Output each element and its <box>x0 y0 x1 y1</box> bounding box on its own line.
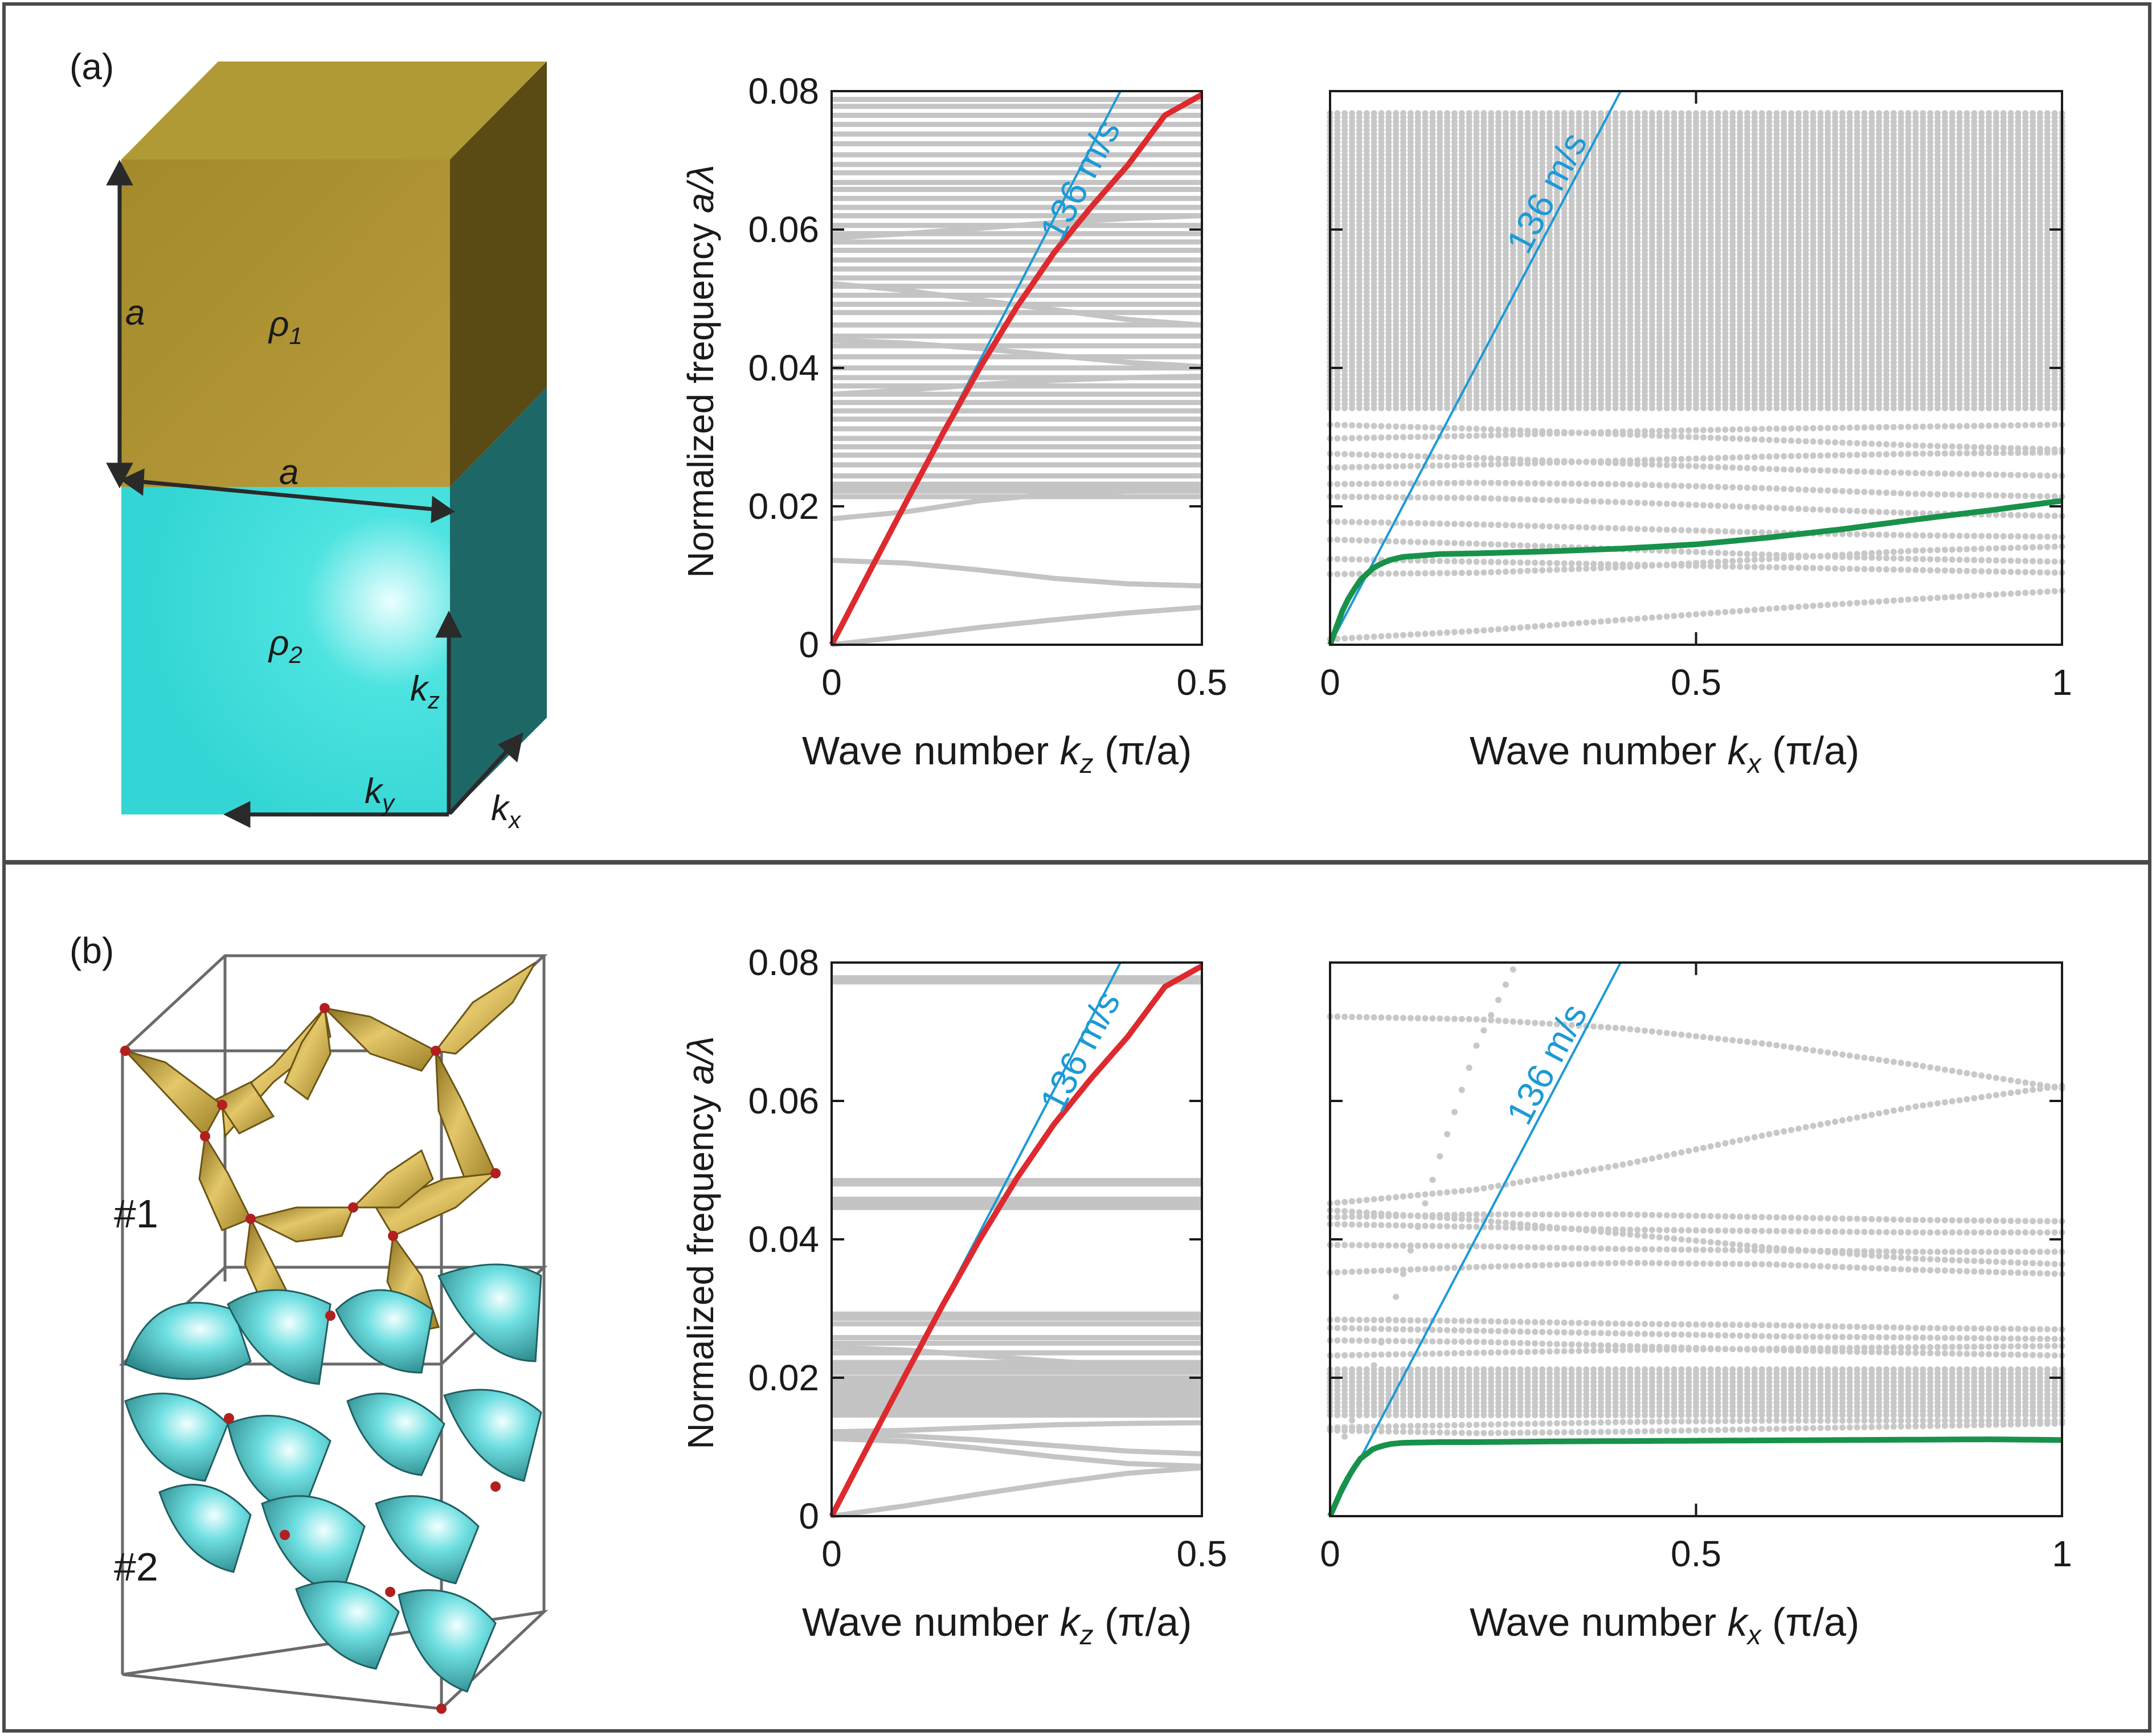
a-left-plot-area: 136 m/s00.020.040.060.080 0.5 <box>748 71 1227 703</box>
y-tick-label: 0.08 <box>748 71 819 112</box>
panel-b-frame <box>2 861 2151 1733</box>
band-curve <box>831 337 1202 370</box>
arrowhead-icon <box>120 468 145 496</box>
band-lines <box>831 97 1202 648</box>
y-tick-label: 0.02 <box>748 486 819 527</box>
node-markers <box>120 1003 501 1714</box>
bottom-block-side-face <box>450 387 547 814</box>
arrowhead-icon <box>431 496 455 523</box>
gold-struts <box>122 961 537 1334</box>
x-tick-label: 0 <box>821 662 842 703</box>
kz-label: kz <box>410 669 440 714</box>
lattice-schematic: #1 #2 <box>114 954 549 1714</box>
chart-a-right: 136 m/s0 0.5 1 <box>1320 90 2072 703</box>
structure-1-label: #1 <box>114 1192 158 1236</box>
dim-horizontal-line <box>136 479 439 512</box>
band-curve <box>831 374 1202 397</box>
unit-cell-schematic: a a ρ1 ρ2 kz ky kx <box>106 62 547 833</box>
kx-arrow-line <box>448 744 513 815</box>
kx-label: kx <box>491 789 522 833</box>
cyan-cones <box>124 1263 542 1693</box>
y-tick-label: 0.04 <box>748 347 819 388</box>
top-block-top-face <box>121 62 547 159</box>
band-curve <box>831 488 1202 522</box>
arrowhead-icon <box>435 611 463 638</box>
y-tick-label: 0 <box>799 624 819 665</box>
a-right-plot-area: 136 m/s0 0.5 1 <box>1320 90 2072 703</box>
y-tick-label: 0.06 <box>748 209 819 250</box>
x-tick-label: 0.5 <box>1177 662 1228 703</box>
panel-b-label: (b) <box>69 930 114 971</box>
top-block-side-face <box>450 62 547 487</box>
band-curve <box>831 213 1202 241</box>
band-curve <box>831 558 1202 589</box>
dim-horizontal-label: a <box>279 453 298 492</box>
structure-2-label: #2 <box>114 1545 158 1589</box>
arrowhead-icon <box>106 159 133 186</box>
arrowhead-icon <box>497 732 523 763</box>
rho1-label: ρ1 <box>268 305 302 349</box>
arrowhead-icon <box>223 801 251 828</box>
chart-a-left: 136 m/s00.020.040.060.080 0.5 <box>748 71 1227 703</box>
band-dots <box>1327 110 2065 642</box>
rho2-label: ρ2 <box>268 624 302 668</box>
dim-vertical-label: a <box>125 293 145 333</box>
ky-label: ky <box>365 772 396 816</box>
bottom-block-front-face <box>121 487 450 814</box>
band-curve <box>831 604 1202 648</box>
highlight-mode-curve <box>829 92 1204 646</box>
panel-a-label: (a) <box>69 46 114 87</box>
arrowhead-icon <box>106 462 133 489</box>
top-block-front-face <box>121 159 450 487</box>
